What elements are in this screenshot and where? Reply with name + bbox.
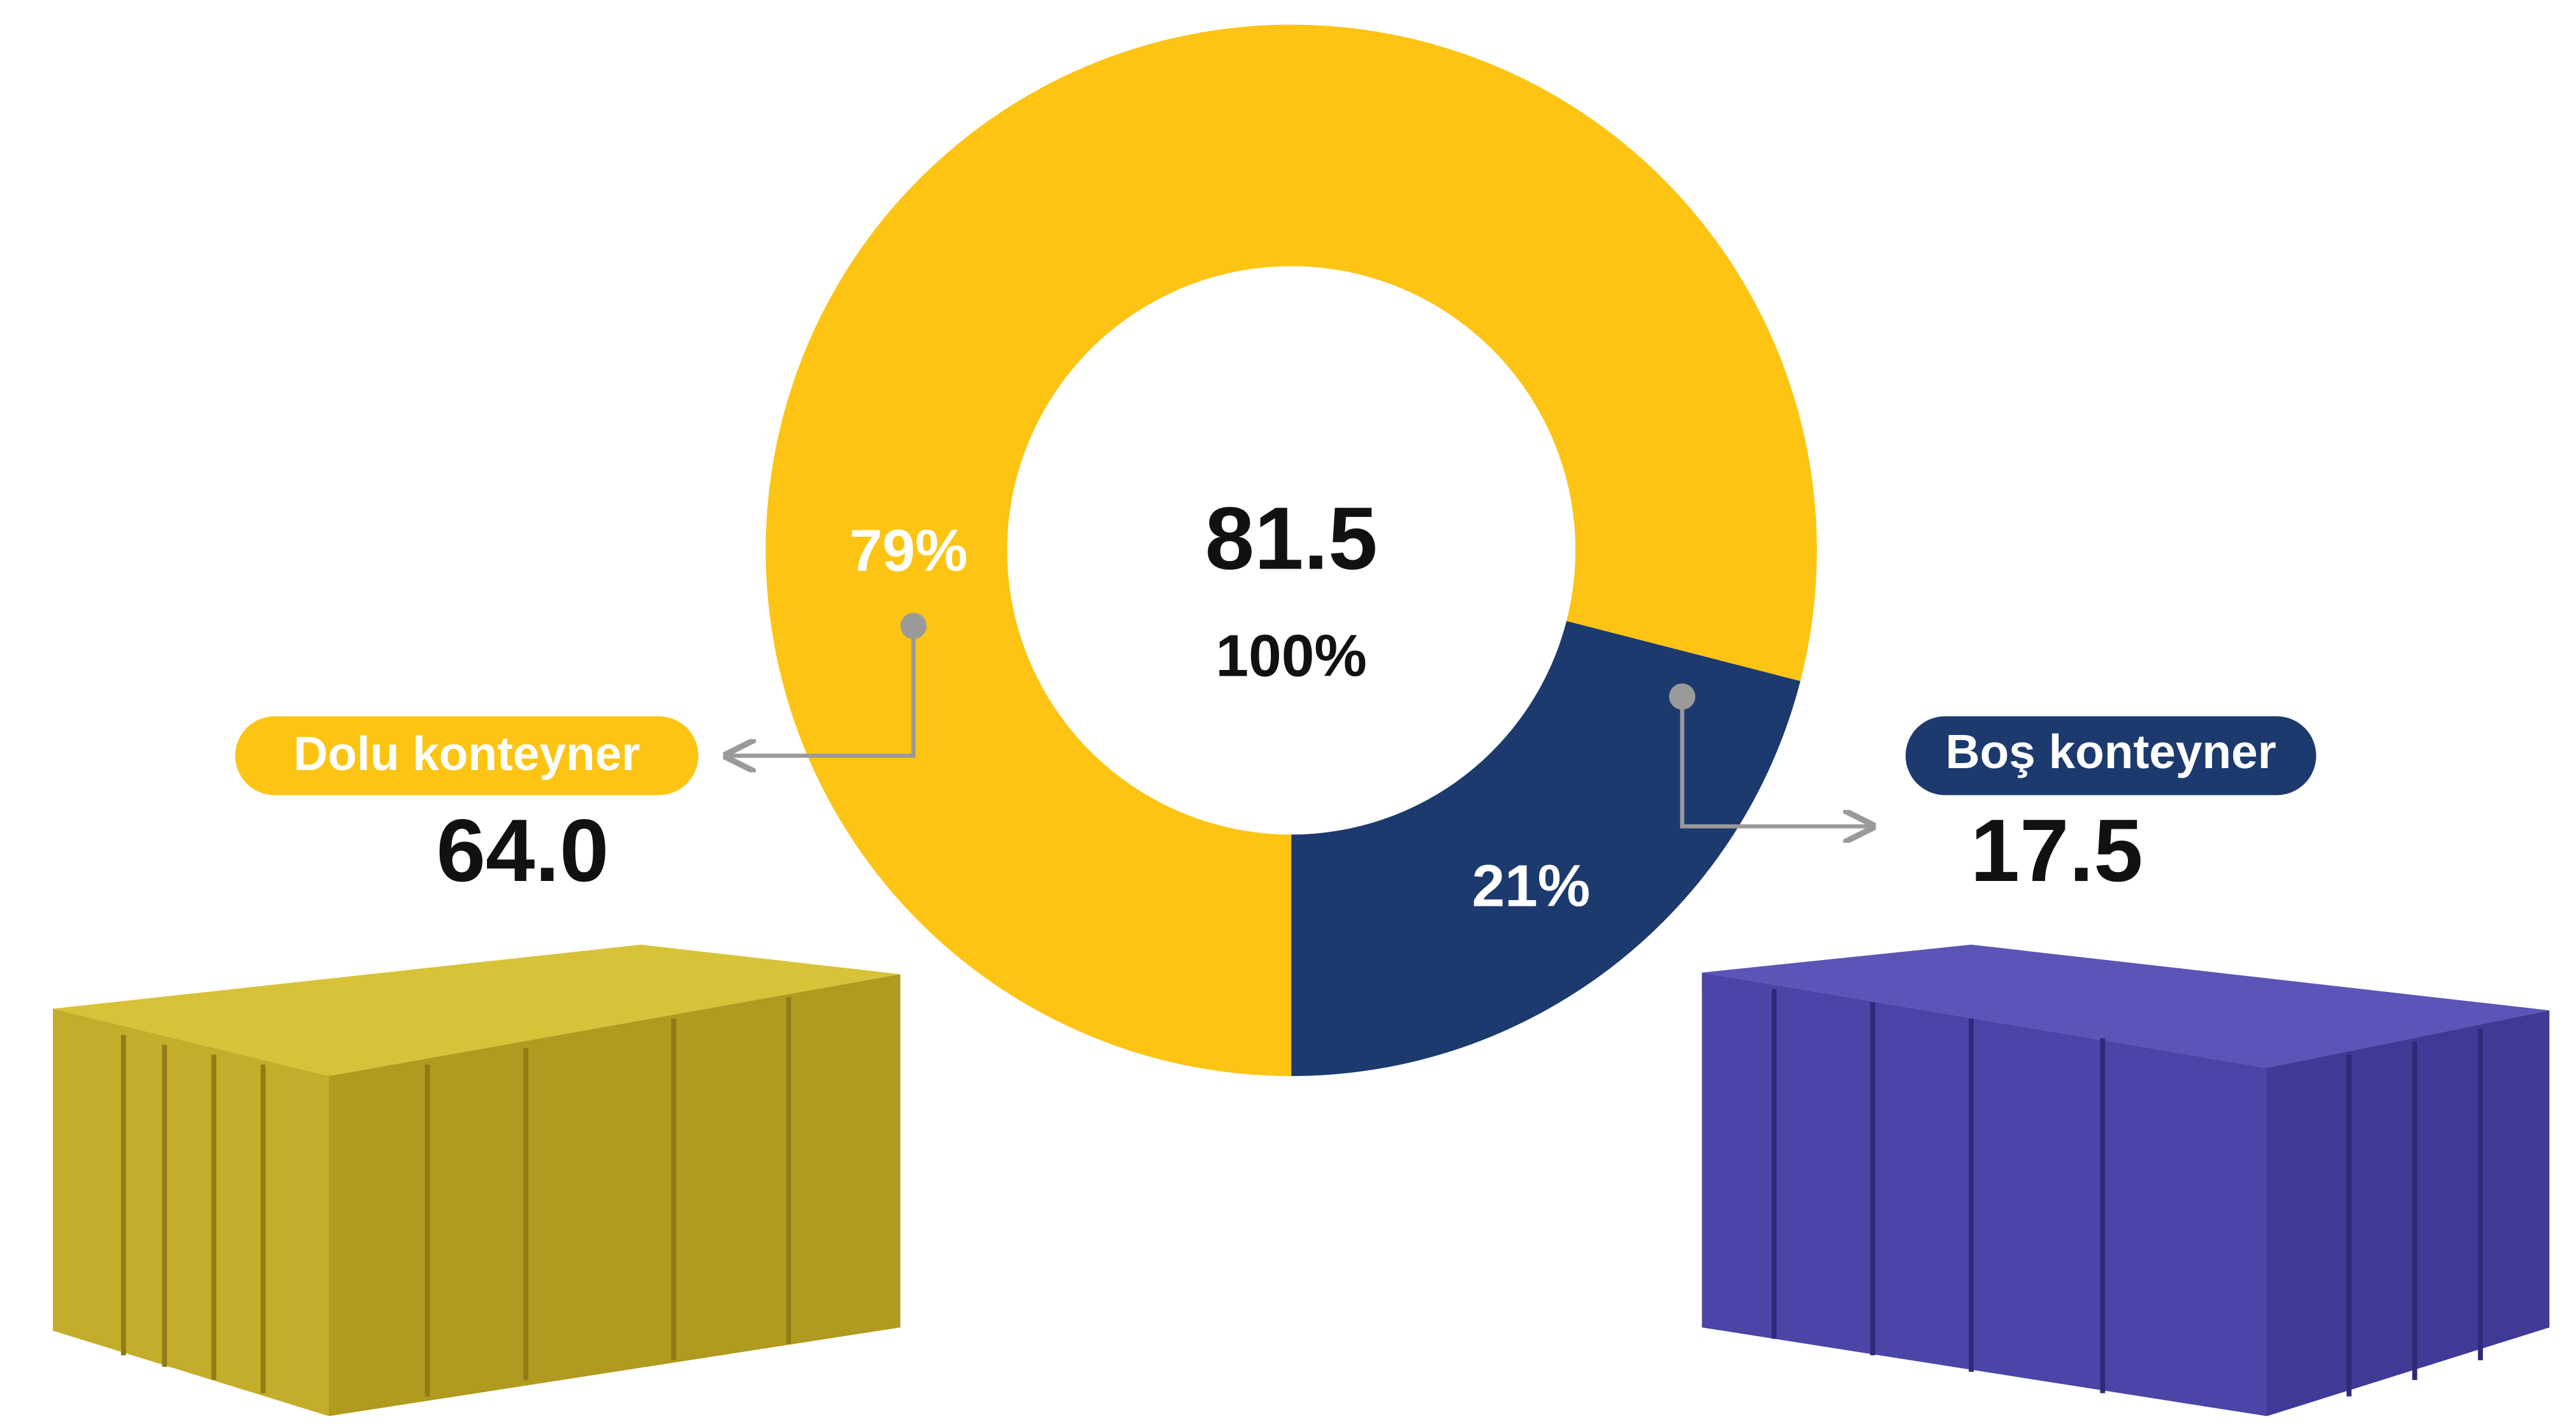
connectors [727, 613, 1873, 826]
connector-right [1680, 696, 1873, 827]
amount-label: 64.0 [437, 801, 609, 900]
donut-segment [1291, 621, 1800, 1077]
legend-label: Dolu konteyner [293, 727, 640, 780]
connector-dot [1668, 683, 1696, 710]
total-percent: 100% [1216, 623, 1367, 689]
donut [765, 24, 1817, 1077]
legend-pill [235, 716, 698, 796]
legend-pill [1906, 716, 2317, 796]
value-label: 21% [1472, 852, 1591, 919]
container-full [52, 944, 901, 1416]
connector-left [727, 625, 916, 756]
total-value: 81.5 [1205, 489, 1378, 588]
container-empty [1702, 944, 2550, 1416]
connector-dot [900, 613, 927, 639]
amount-label: 17.5 [1971, 801, 2143, 900]
donut-segment [765, 24, 1817, 1077]
value-label: 79% [850, 518, 968, 584]
legend-label: Boş konteyner [1946, 725, 2276, 778]
